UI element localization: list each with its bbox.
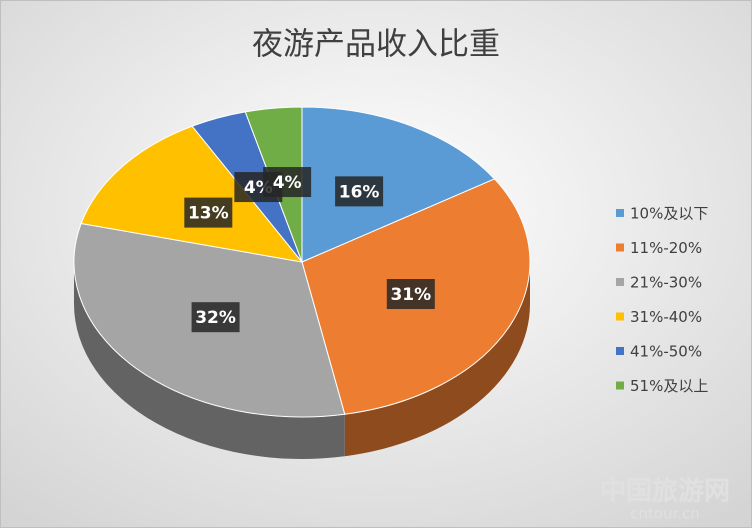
label-box (335, 176, 384, 207)
label-box (263, 167, 312, 198)
legend-label: 41%-50% (630, 343, 702, 361)
data-label: 16% (339, 182, 380, 202)
legend-label: 21%-30% (630, 274, 702, 292)
legend-swatch (616, 347, 624, 355)
legend-swatch (616, 278, 624, 286)
legend-swatch (616, 312, 624, 321)
legend-swatch (616, 243, 624, 252)
slice (301, 106, 496, 263)
legend-label: 11%-20% (630, 239, 702, 257)
legend-label: 10%及以下 (630, 205, 708, 223)
label-box (191, 302, 240, 333)
data-label: 31% (390, 285, 431, 305)
label-box (184, 197, 233, 228)
chart-title: 夜游产品收入比重 (252, 27, 500, 63)
label-box (386, 279, 435, 310)
data-label: 32% (195, 308, 236, 328)
legend-label: 51%及以上 (630, 377, 708, 395)
slice-side (74, 262, 345, 459)
data-label: 13% (188, 204, 229, 224)
legend-swatch (616, 209, 624, 217)
watermark-name: 中国旅游网 (600, 477, 730, 507)
legend-label: 31%-40% (630, 308, 702, 326)
slice-side (344, 262, 530, 457)
watermark-site: cntour.cn (630, 505, 700, 523)
legend-swatch (616, 381, 624, 390)
slice (80, 125, 304, 263)
data-label: 4% (273, 173, 302, 193)
